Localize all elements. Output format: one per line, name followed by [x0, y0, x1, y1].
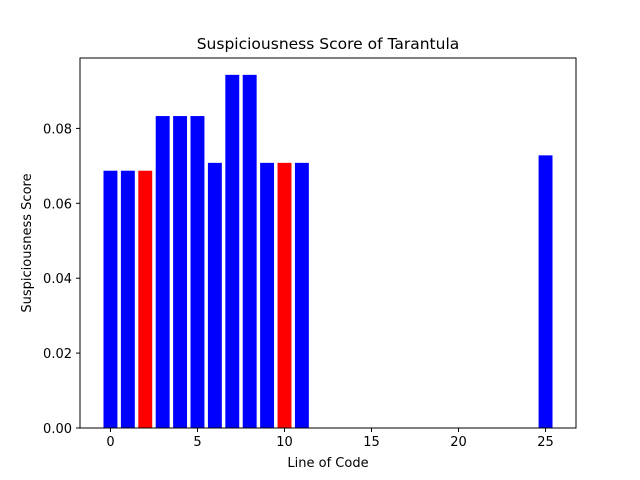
bar-line-11: [294, 162, 309, 428]
bar-line-3: [155, 116, 170, 428]
bars-group: [103, 74, 553, 429]
bar-line-9: [260, 162, 275, 428]
x-tick-label: 20: [450, 435, 467, 450]
y-tick-label: 0.00: [43, 422, 72, 437]
x-tick-label: 0: [106, 435, 114, 450]
y-tick-label: 0.06: [43, 197, 72, 212]
bar-line-10: [277, 162, 292, 428]
x-tick-label: 5: [193, 435, 201, 450]
bar-line-0: [103, 170, 118, 429]
y-axis-label: Suspiciousness Score: [20, 173, 35, 312]
bar-line-8: [242, 74, 257, 428]
bar-line-6: [207, 162, 222, 428]
y-tick-label: 0.02: [43, 347, 72, 362]
x-tick-label: 25: [537, 435, 554, 450]
bar-line-2: [138, 170, 153, 429]
x-tick-label: 15: [363, 435, 380, 450]
y-tick-label: 0.08: [43, 122, 72, 137]
bar-line-25: [538, 155, 553, 429]
x-tick-label: 10: [276, 435, 293, 450]
bar-line-7: [225, 74, 240, 428]
bar-line-1: [120, 170, 135, 429]
chart-title: Suspiciousness Score of Tarantula: [197, 35, 460, 53]
bar-line-5: [190, 116, 205, 428]
y-axis-ticks: 0.00 0.02 0.04 0.06 0.08: [43, 122, 80, 437]
y-tick-label: 0.04: [43, 272, 72, 287]
plot-frame: [79, 57, 577, 429]
bar-line-4: [173, 116, 188, 428]
x-axis-label: Line of Code: [287, 456, 368, 471]
x-axis-ticks: 0 5 10 15 20 25: [106, 428, 554, 450]
